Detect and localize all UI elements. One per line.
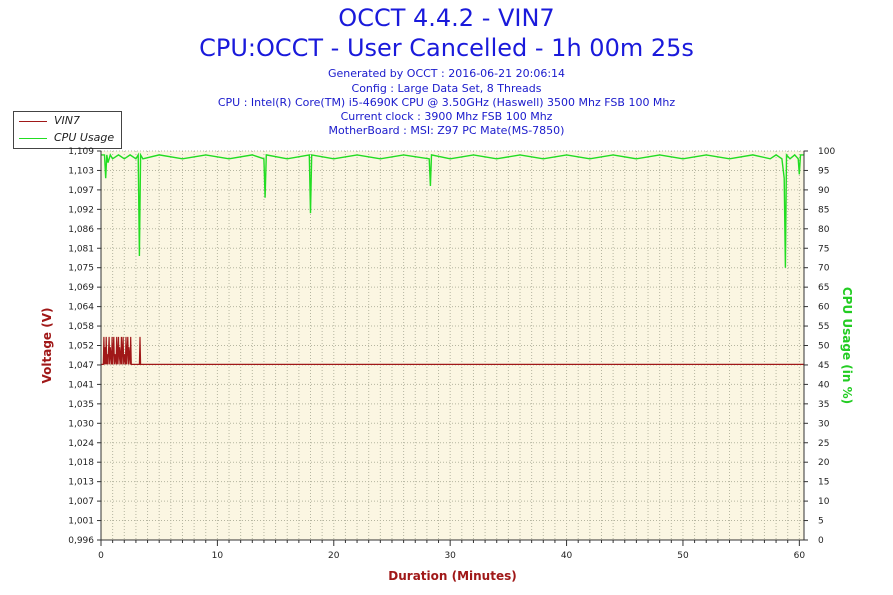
y2-tick-label: 100 xyxy=(818,147,835,157)
info-config: Config : Large Data Set, 8 Threads xyxy=(351,82,542,95)
series-layer xyxy=(101,152,804,365)
info-motherboard: MotherBoard : MSI: Z97 PC Mate(MS-7850) xyxy=(328,124,565,137)
y2-tick-label: 60 xyxy=(818,303,830,313)
series-cpu-usage xyxy=(101,152,804,268)
tick-layer: 0,996 0 1,001 5 1,007 10 1,013 15 1,018 20 1,024 25… xyxy=(68,147,835,561)
y-tick-label: 1,007 xyxy=(68,497,94,507)
chart-subtitle: CPU:OCCT - User Cancelled - 1h 00m 25s xyxy=(199,34,694,62)
legend-item-cpu-usage: CPU Usage xyxy=(14,130,121,146)
y2-tick-label: 40 xyxy=(818,380,830,390)
y2-tick-label: 95 xyxy=(818,166,829,176)
y-tick-label: 1,013 xyxy=(68,478,94,488)
y-tick-label: 0,996 xyxy=(68,536,94,546)
y2-tick-label: 25 xyxy=(818,439,829,449)
y2-tick-label: 15 xyxy=(818,478,829,488)
y-tick-label: 1,064 xyxy=(68,303,94,313)
y2-tick-label: 45 xyxy=(818,361,829,371)
y-tick-label: 1,075 xyxy=(68,264,94,274)
legend-label-cpu-usage: CPU Usage xyxy=(54,131,115,144)
y-tick-label: 1,058 xyxy=(68,322,94,332)
x-tick-label: 10 xyxy=(212,551,224,561)
y-tick-label: 1,001 xyxy=(68,517,94,527)
y-tick-label: 1,024 xyxy=(68,439,94,449)
x-axis-label: Duration (Minutes) xyxy=(388,569,516,583)
y-tick-label: 1,035 xyxy=(68,400,94,410)
y-tick-label: 1,030 xyxy=(68,419,94,429)
y2-tick-label: 75 xyxy=(818,244,829,254)
y2-tick-label: 50 xyxy=(818,342,830,352)
y-tick-label: 1,086 xyxy=(68,225,94,235)
y2-tick-label: 5 xyxy=(818,517,824,527)
legend-swatch-vin7 xyxy=(19,121,47,122)
y-tick-label: 1,052 xyxy=(68,342,94,352)
y-tick-label: 1,092 xyxy=(68,205,94,215)
y-tick-label: 1,069 xyxy=(68,283,94,293)
y2-tick-label: 10 xyxy=(818,497,830,507)
x-tick-label: 50 xyxy=(677,551,689,561)
y-tick-label: 1,041 xyxy=(68,380,94,390)
y-tick-label: 1,047 xyxy=(68,361,94,371)
y2-tick-label: 70 xyxy=(818,264,830,274)
y-tick-label: 1,097 xyxy=(68,186,94,196)
y-axis-label: Voltage (V) xyxy=(40,308,54,384)
y-tick-label: 1,109 xyxy=(68,147,94,157)
y2-tick-label: 85 xyxy=(818,205,829,215)
series-vin7 xyxy=(101,336,804,365)
legend-label-vin7: VIN7 xyxy=(54,114,80,127)
y2-tick-label: 55 xyxy=(818,322,829,332)
y2-tick-label: 20 xyxy=(818,458,830,468)
y-tick-label: 1,018 xyxy=(68,458,94,468)
x-tick-label: 30 xyxy=(444,551,456,561)
legend-item-vin7: VIN7 xyxy=(14,113,121,129)
grid xyxy=(100,150,804,541)
y2-tick-label: 80 xyxy=(818,225,830,235)
chart-title: OCCT 4.4.2 - VIN7 xyxy=(338,4,555,32)
x-tick-label: 0 xyxy=(98,551,104,561)
info-generated: Generated by OCCT : 2016-06-21 20:06:14 xyxy=(327,67,566,80)
y2-tick-label: 30 xyxy=(818,419,830,429)
legend-swatch-cpu-usage xyxy=(19,138,47,139)
x-tick-label: 40 xyxy=(561,551,573,561)
x-tick-label: 60 xyxy=(794,551,806,561)
info-cpu: CPU : Intel(R) Core(TM) i5-4690K CPU @ 3… xyxy=(217,96,676,109)
y2-tick-label: 65 xyxy=(818,283,829,293)
y2-tick-label: 90 xyxy=(818,186,830,196)
y2-tick-label: 0 xyxy=(818,536,824,546)
y-tick-label: 1,103 xyxy=(68,166,94,176)
y2-tick-label: 35 xyxy=(818,400,829,410)
y-tick-label: 1,081 xyxy=(68,244,94,254)
legend: VIN7 CPU Usage xyxy=(13,111,122,149)
y2-axis-label: CPU Usage (in %) xyxy=(840,287,854,404)
x-tick-label: 20 xyxy=(328,551,340,561)
info-current-clock: Current clock : 3900 Mhz FSB 100 Mhz xyxy=(340,110,553,123)
